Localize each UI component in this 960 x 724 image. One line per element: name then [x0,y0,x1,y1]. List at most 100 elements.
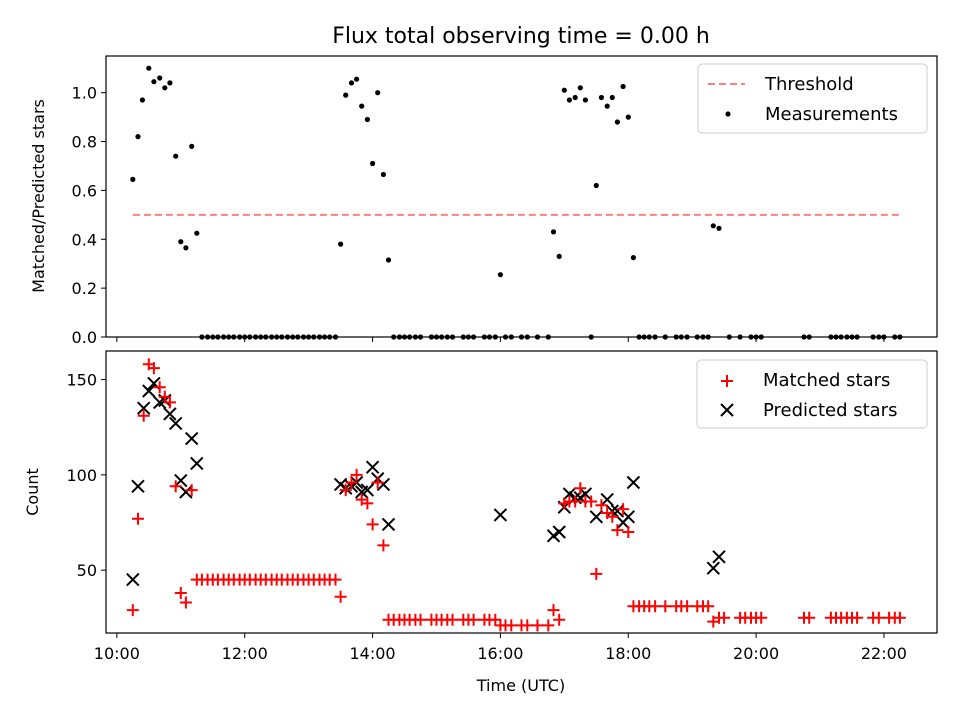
measurement-point [167,80,173,86]
measurement-point [561,87,567,93]
measurement-point [710,223,716,229]
matched-point [622,526,635,538]
predicted-point [168,416,183,431]
predicted-point [493,508,508,522]
bottom-xticks: 10:00 12:00 14:00 16:00 18:00 20:00 22:00 [94,633,907,663]
measurement-point [151,79,157,85]
legend-predicted-label: Predicted stars [763,400,897,421]
predicted-point [610,504,625,518]
matched-point [371,476,384,489]
legend-measurements-label: Measurements [765,104,898,125]
predicted-point [706,561,721,575]
matched-point [163,396,176,409]
predicted-point [136,401,151,415]
top-legend-box [697,63,928,134]
predicted-point [589,510,604,524]
measurement-point [162,85,168,91]
measurement-point [598,94,605,101]
predicted-point [126,572,140,587]
predicted-point [600,492,614,507]
top-yticks: 0.0 0.2 0.4 0.6 0.8 1.0 [72,84,106,347]
matched-point [893,611,906,624]
top-ytick-label: 1.0 [72,84,97,103]
predicted-point [142,384,156,398]
measurement-point [130,176,136,182]
measurement-point [343,92,349,98]
measurement-point [550,229,557,235]
measurement-point [139,97,145,103]
matched-point [569,495,582,508]
measurement-point [716,225,722,231]
measurement-point [173,153,179,159]
matched-point [126,604,139,617]
top-ytick-label: 0.8 [72,133,97,152]
bottom-ytick-label: 100 [66,466,97,485]
predicted-point [131,479,145,494]
bottom-ylabel: Count [23,468,42,516]
predicted-point [621,510,636,524]
measurement-point [566,97,573,103]
bottom-xtick-label: 18:00 [605,644,651,663]
predicted-point [552,525,566,539]
predicted-point [184,431,199,446]
measurement-point [604,103,610,109]
measurement-point [614,119,621,125]
predicted-point [381,517,396,532]
bottom-xtick-label: 22:00 [861,644,907,663]
predicted-point [626,475,641,490]
measurement-point [359,103,365,109]
chart-title: Flux total observing time = 0.00 h [332,24,710,49]
matched-point [179,596,192,609]
measurement-point [146,65,152,71]
predicted-point [546,529,561,543]
matched-point [350,468,363,481]
measurement-point [183,245,189,251]
matched-point [872,611,885,624]
top-ytick-label: 0.2 [72,279,97,298]
matched-point [185,484,198,497]
measurement-point [380,171,386,178]
bottom-yticks: 50 100 150 [66,371,106,580]
matched-point [531,619,544,632]
matched-point [590,567,603,580]
measurement-point [630,255,637,261]
measurement-point [338,241,344,247]
bottom-xtick-label: 14:00 [350,644,396,663]
bottom-xtick-label: 10:00 [94,644,140,663]
measurement-point [497,272,503,278]
matched-point [659,600,672,613]
matched-point [158,390,171,403]
top-ytick-label: 0.6 [72,181,97,200]
matched-point [377,539,390,552]
measurement-point [609,94,615,101]
matched-point [617,503,630,516]
bottom-xlabel: Time (UTC) [476,676,565,695]
matched-point [681,600,694,613]
matched-point [174,587,187,599]
matched-point [649,600,662,613]
measurement-point [572,94,578,101]
measurement-point [178,239,184,245]
matched-point [329,573,342,586]
bottom-panel: 50 100 150 10:00 12:00 14:00 16:00 18:00 20:00 2… [23,350,938,695]
legend-predicted-swatch [720,403,734,417]
matched-point [755,611,768,624]
matched-point [547,604,560,617]
predicted-point [163,407,177,421]
measurement-point [620,83,626,90]
matched-point [489,613,502,626]
bottom-xtick-label: 16:00 [477,644,523,663]
top-ytick-label: 0.4 [72,230,97,249]
predicted-point [179,485,193,499]
bottom-matched-layer [126,358,906,632]
bottom-xtick-label: 12:00 [222,644,268,663]
measurement-point [556,253,562,259]
measurement-point [189,143,195,149]
matched-point [361,497,374,510]
measurement-point [593,182,599,189]
predicted-point [712,550,726,564]
bottom-ytick-label: 50 [77,561,97,580]
matched-point [542,619,555,632]
matched-point [606,510,619,523]
measurement-point [157,75,163,81]
